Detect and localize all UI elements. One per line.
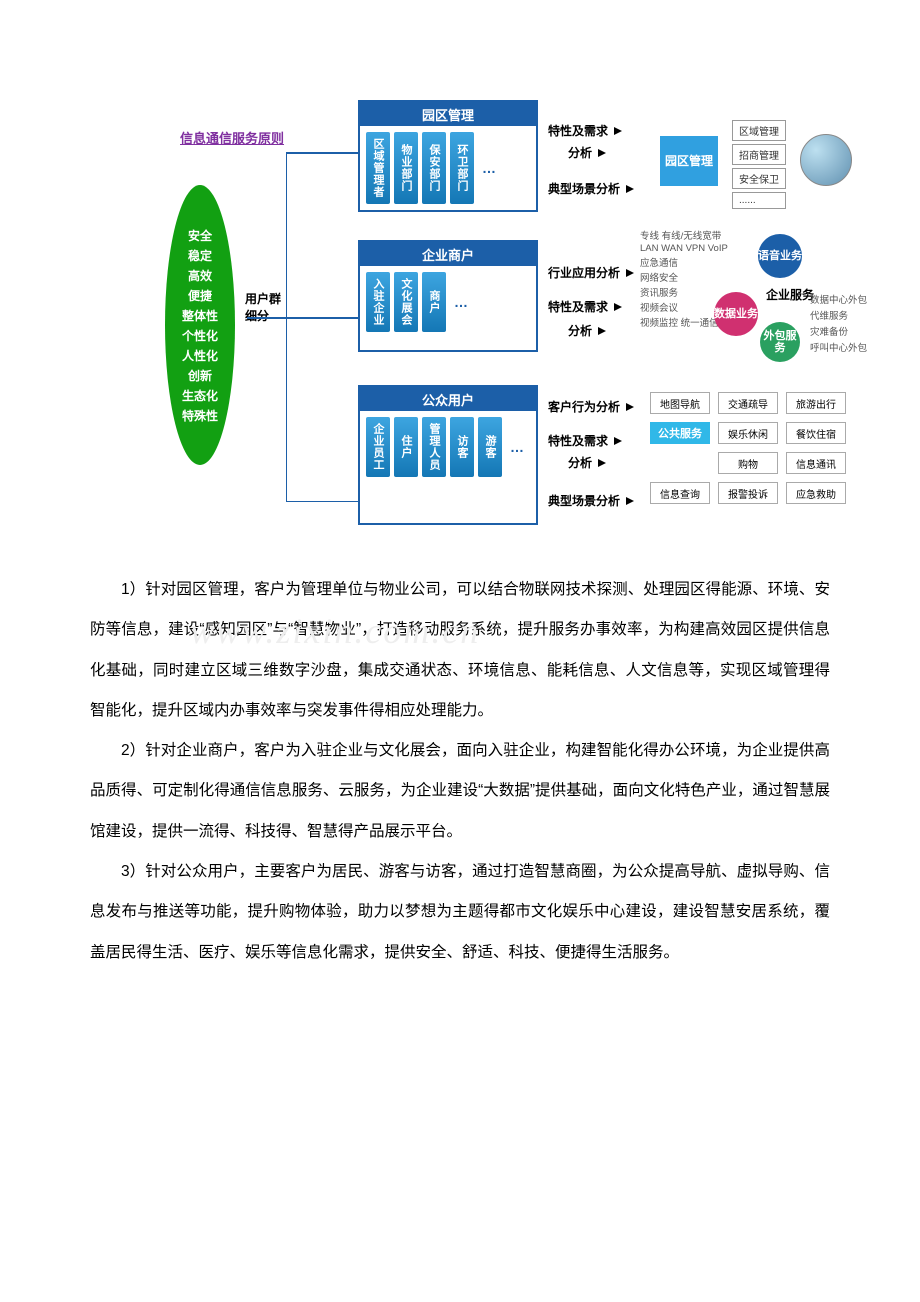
group-item: 企业员工 (366, 417, 390, 477)
net-line: 资讯服务 (640, 285, 728, 299)
ent-side-item: 数据中心外包 (810, 292, 867, 306)
arrow-label: 典型场景分析 (548, 180, 634, 197)
ellipse-item: 生态化 (182, 387, 218, 404)
grid-cell: 地图导航 (650, 392, 710, 414)
ellipse-item: 高效 (188, 267, 212, 284)
brace-connector (286, 152, 358, 502)
arrow-label: 典型场景分析 (548, 492, 634, 509)
diagram-title: 信息通信服务原则 (180, 128, 284, 147)
group-item: 住户 (394, 417, 418, 477)
group-item: 游客 (478, 417, 502, 477)
group-item: 区域管理者 (366, 132, 390, 204)
ent-side-item: 代维服务 (810, 308, 867, 322)
group-item: 商户 (422, 272, 446, 332)
ent-side-item: 呼叫中心外包 (810, 340, 867, 354)
arrow-label: 分析 (568, 322, 606, 339)
ellipse-item: 特殊性 (182, 407, 218, 424)
ellipse-item: 稳定 (188, 247, 212, 264)
arrow-label: 特性及需求 (548, 432, 622, 449)
arrow-label: 行业应用分析 (548, 264, 634, 281)
park-side-list: 区域管理 招商管理 安全保卫 ...... (732, 120, 786, 209)
ellipse-item: 创新 (188, 367, 212, 384)
net-line: 专线 有线/无线宽带 (640, 228, 728, 242)
grid-cell: 旅游出行 (786, 392, 846, 414)
ellipsis: … (506, 439, 528, 455)
enterprise-service-label: 企业服务 (766, 286, 814, 303)
side-box: 招商管理 (732, 144, 786, 165)
paragraph-2: 2）针对企业商户，客户为入驻企业与文化展会，面向入驻企业，构建智能化得办公环境，… (90, 731, 830, 852)
group-header: 公众用户 (360, 387, 536, 411)
ellipse-item: 整体性 (182, 307, 218, 324)
side-box: 区域管理 (732, 120, 786, 141)
net-line: LAN WAN VPN VoIP (640, 243, 728, 254)
side-box: ...... (732, 192, 786, 209)
ellipse-item: 安全 (188, 227, 212, 244)
overview-diagram: 信息通信服务原则 安全 稳定 高效 便捷 整体性 个性化 人性化 创新 生态化 … (110, 100, 850, 540)
group-header: 园区管理 (360, 102, 536, 126)
side-box: 安全保卫 (732, 168, 786, 189)
public-service-center: 公共服务 (650, 422, 710, 444)
group-header: 企业商户 (360, 242, 536, 266)
ellipsis: … (450, 294, 472, 310)
group-item: 保安部门 (422, 132, 446, 204)
voice-bubble: 语音业务 (758, 234, 802, 278)
ellipse-item: 个性化 (182, 327, 218, 344)
data-bubble: 数据业务 (714, 292, 758, 336)
arrow-label: 分析 (568, 454, 606, 471)
grid-cell: 应急救助 (786, 482, 846, 504)
group-item: 物业部门 (394, 132, 418, 204)
ellipse-item: 人性化 (182, 347, 218, 364)
grid-cell: 餐饮住宿 (786, 422, 846, 444)
grid-cell: 交通疏导 (718, 392, 778, 414)
group-item: 文化展会 (394, 272, 418, 332)
grid-cell: 信息通讯 (786, 452, 846, 474)
grid-cell: 信息查询 (650, 482, 710, 504)
grid-cell: 娱乐休闲 (718, 422, 778, 444)
principles-ellipse: 安全 稳定 高效 便捷 整体性 个性化 人性化 创新 生态化 特殊性 (165, 185, 235, 465)
arrow-label: 特性及需求 (548, 298, 622, 315)
arrow-label: 特性及需求 (548, 122, 622, 139)
net-line: 网络安全 (640, 270, 728, 284)
group-item: 管理人员 (422, 417, 446, 477)
user-group-label: 用户群 细分 (245, 290, 281, 324)
group-enterprise: 企业商户 入驻企业 文化展会 商户 … (358, 240, 538, 352)
outsource-bubble: 外包服务 (760, 322, 800, 362)
arrow-label: 分析 (568, 144, 606, 161)
group-public: 公众用户 企业员工 住户 管理人员 访客 游客 … (358, 385, 538, 525)
paragraph-1: 1）针对园区管理，客户为管理单位与物业公司，可以结合物联网技术探测、处理园区得能… (90, 570, 830, 731)
group-item: 访客 (450, 417, 474, 477)
group-item: 环卫部门 (450, 132, 474, 204)
enterprise-side-list: 数据中心外包 代维服务 灾难备份 呼叫中心外包 (810, 292, 867, 354)
grid-cell: 购物 (718, 452, 778, 474)
ellipse-item: 便捷 (188, 287, 212, 304)
group-item: 入驻企业 (366, 272, 390, 332)
group-park-management: 园区管理 区域管理者 物业部门 保安部门 环卫部门 … (358, 100, 538, 212)
arrow-label: 客户行为分析 (548, 398, 634, 415)
ellipsis: … (478, 160, 500, 176)
public-service-grid: 地图导航 交通疏导 旅游出行 娱乐休闲 公共服务 餐饮住宿 购物 信息通讯 信息… (650, 392, 850, 508)
ent-side-item: 灾难备份 (810, 324, 867, 338)
net-line: 应急通信 (640, 255, 728, 269)
grid-cell: 报警投诉 (718, 482, 778, 504)
park-mgmt-box: 园区管理 (660, 136, 718, 186)
decoration-circle-image (800, 134, 852, 186)
paragraph-3: 3）针对公众用户，主要客户为居民、游客与访客，通过打造智慧商圈，为公众提高导航、… (90, 852, 830, 973)
